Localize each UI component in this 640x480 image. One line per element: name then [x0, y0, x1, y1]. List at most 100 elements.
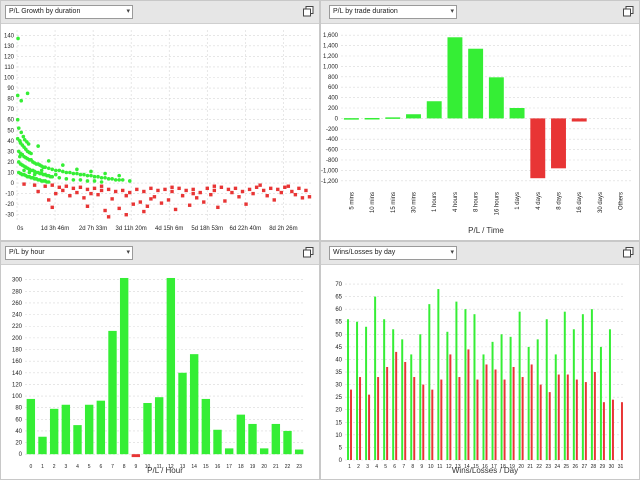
x-tick-label: 30: [609, 464, 615, 470]
data-point: [226, 187, 231, 192]
data-point: [21, 134, 26, 139]
data-point: [18, 154, 22, 159]
data-point: [16, 126, 21, 130]
bar: [49, 408, 59, 455]
x-tick-label: 20: [518, 464, 524, 470]
x-tick-label: 10 mins: [370, 192, 376, 213]
data-point: [173, 207, 178, 212]
y-tick-label: 0: [11, 181, 15, 187]
bar: [431, 389, 434, 460]
data-point: [293, 192, 298, 197]
data-point: [156, 188, 160, 193]
maximize-icon[interactable]: [623, 6, 634, 17]
data-point: [54, 191, 58, 196]
wins-losses-panel: Wins/Losses by day ▾ 70 65 60 55 50 45 40 35 30 2…: [320, 241, 640, 480]
data-point: [272, 198, 276, 202]
data-point: [64, 170, 69, 175]
data-point: [124, 194, 128, 198]
data-point: [46, 180, 51, 184]
bar: [521, 377, 524, 460]
bar: [566, 374, 569, 460]
y-tick-label: 140: [4, 33, 15, 39]
data-point: [92, 179, 97, 183]
y-tick-label: 50: [7, 128, 14, 134]
x-tick-label: 29: [600, 464, 606, 470]
data-point: [297, 186, 301, 191]
chart-type-dropdown[interactable]: P/L by hour ▾: [5, 246, 133, 260]
y-tick-label: 80: [15, 406, 22, 412]
bar: [593, 372, 596, 460]
dropdown-value: Wins/Losses by day: [333, 249, 396, 256]
data-point: [240, 189, 245, 194]
y-tick-label: 1,600: [323, 33, 339, 39]
y-tick-label: 130: [4, 44, 15, 50]
data-point: [99, 175, 104, 180]
maximize-icon[interactable]: [303, 6, 314, 17]
y-tick-label: 120: [12, 382, 23, 388]
y-tick-label: 10: [7, 171, 14, 177]
data-point: [50, 167, 55, 172]
bar: [377, 377, 380, 460]
data-point: [106, 187, 111, 192]
x-tick-label: 24: [554, 464, 560, 470]
data-point: [121, 188, 125, 193]
data-point: [85, 179, 90, 183]
y-tick-label: 0: [335, 116, 339, 122]
data-point: [205, 186, 209, 191]
y-tick-label: 45: [335, 345, 342, 351]
data-point: [212, 184, 217, 188]
x-tick-label: 1d 3h 46m: [41, 226, 69, 232]
data-point: [68, 170, 72, 175]
chart-type-dropdown[interactable]: P/L Growth by duration ▾: [5, 5, 133, 19]
bar: [26, 398, 36, 455]
bar: [189, 354, 199, 455]
data-point: [71, 186, 76, 191]
bar: [343, 118, 359, 120]
bar: [419, 334, 422, 460]
bar: [236, 414, 246, 455]
bar: [73, 425, 82, 455]
bar: [509, 336, 512, 460]
y-tick-label: 50: [335, 332, 342, 338]
data-point: [50, 183, 54, 187]
dropdown-value: P/L by trade duration: [333, 8, 398, 15]
bar: [154, 397, 164, 455]
x-tick-label: 4 hours: [453, 192, 459, 212]
x-axis-title: P/L / Hour: [147, 466, 183, 475]
data-point: [64, 184, 69, 188]
data-point: [187, 203, 192, 207]
bar: [365, 326, 368, 460]
maximize-icon[interactable]: [623, 247, 634, 258]
data-point: [216, 205, 220, 210]
chart-type-dropdown[interactable]: P/L by trade duration ▾: [329, 5, 457, 19]
x-tick-label: 23: [545, 464, 551, 470]
y-tick-label: -600: [326, 148, 339, 154]
hour-bar-chart: 3002802602402202001801601401201008060402…: [12, 278, 305, 475]
y-tick-label: 140: [12, 371, 23, 377]
x-tick-label: 25: [564, 464, 570, 470]
x-tick-label: 1 days: [515, 192, 521, 210]
data-point: [26, 142, 31, 146]
x-tick-label: 21: [527, 464, 533, 470]
bar: [482, 354, 485, 460]
data-point: [19, 130, 24, 135]
x-tick-label: 9: [420, 464, 423, 470]
data-point: [68, 194, 72, 198]
data-point: [142, 189, 146, 194]
y-tick-label: 160: [12, 359, 23, 365]
data-point: [36, 144, 40, 148]
data-point: [202, 200, 206, 204]
y-tick-label: 180: [12, 348, 23, 354]
maximize-icon[interactable]: [303, 247, 314, 258]
x-tick-label: 8 hours: [474, 192, 480, 212]
data-point: [138, 200, 143, 204]
data-point: [27, 170, 32, 175]
y-tick-label: 80: [7, 97, 14, 103]
y-tick-label: 800: [328, 75, 339, 81]
chart-type-dropdown[interactable]: Wins/Losses by day ▾: [329, 246, 457, 260]
bar: [602, 402, 605, 460]
bar: [527, 346, 530, 460]
x-tick-label: 4: [375, 464, 378, 470]
bar: [554, 354, 557, 460]
bar: [178, 372, 187, 455]
